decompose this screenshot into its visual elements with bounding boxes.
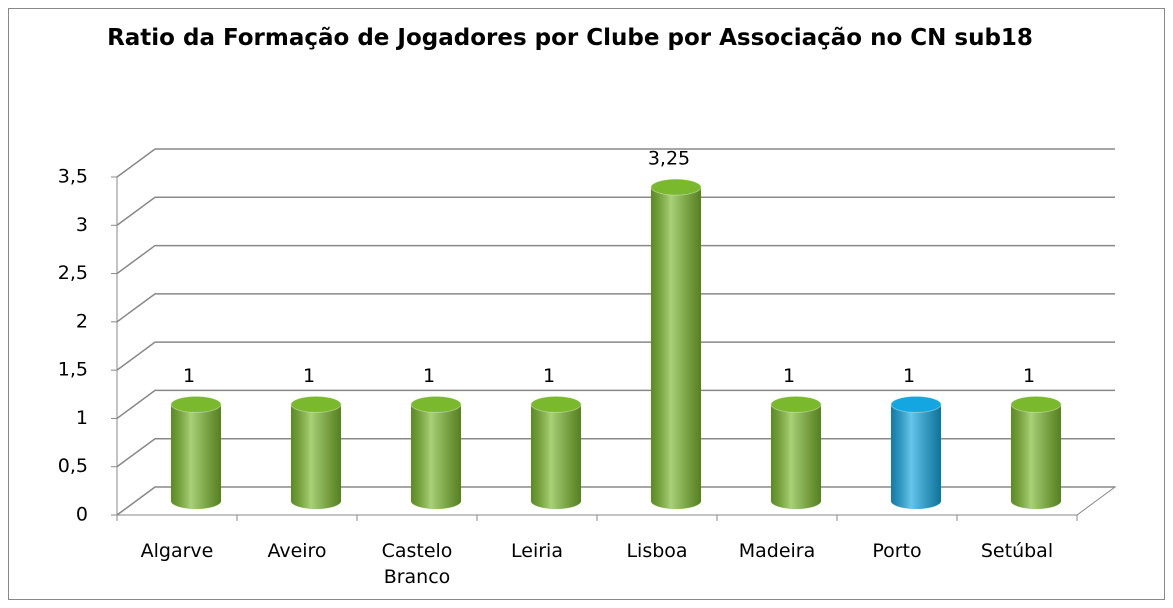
y-tick-label: 1 (76, 407, 88, 429)
x-tick-label: Madeira (738, 540, 816, 562)
bar-shade (171, 404, 221, 509)
bar-top (530, 395, 582, 413)
x-tick-label: Porto (872, 540, 922, 562)
grid-line (116, 148, 1115, 178)
floor (115, 486, 1117, 516)
bar-shade (291, 404, 341, 509)
value-label: 3,25 (648, 148, 690, 170)
grid-line (116, 486, 1115, 516)
bar-shade (771, 404, 821, 509)
value-label: 1 (183, 365, 195, 387)
y-tick-label: 1,5 (58, 359, 88, 381)
x-tick-label: Aveiro (267, 540, 327, 562)
y-tick-label: 2,5 (58, 262, 88, 284)
bar-shade (531, 404, 581, 509)
chart-border (8, 8, 1165, 600)
value-label: 1 (423, 365, 435, 387)
grid-line (116, 244, 1115, 275)
x-tick-label: Algarve (140, 540, 214, 562)
x-tick-label: Lisboa (626, 540, 688, 562)
bar-top (770, 395, 822, 413)
bar-top (650, 178, 702, 196)
value-label: 1 (783, 365, 795, 387)
bar-top (1010, 395, 1062, 413)
y-tick-label: 0,5 (58, 455, 88, 477)
bar-shade (891, 404, 941, 509)
bar-shade (1011, 404, 1061, 509)
value-label: 1 (543, 365, 555, 387)
value-label: 1 (303, 365, 315, 387)
grid-line (116, 196, 1115, 226)
y-tick-label: 2 (76, 310, 88, 332)
x-tick-label: Leiria (511, 540, 563, 562)
grid-line (116, 437, 1115, 468)
bar-top (410, 395, 462, 413)
chart-title: Ratio da Formação de Jogadores por Clube… (107, 25, 1033, 51)
value-label: 1 (1023, 365, 1035, 387)
grid-line (116, 293, 1115, 323)
grid-line (116, 341, 1115, 371)
value-label: 1 (903, 365, 915, 387)
bar-top (890, 395, 942, 413)
y-tick-label: 0 (76, 504, 88, 526)
grid-line (116, 389, 1115, 420)
bar-top (170, 395, 222, 413)
x-tick-label: Castelo Branco (381, 540, 453, 588)
bar-shade (411, 404, 461, 509)
bar-top (290, 395, 342, 413)
y-tick-label: 3 (76, 214, 88, 236)
y-tick-label: 3,5 (58, 166, 88, 188)
bar-shade (651, 187, 701, 509)
x-tick-label: Setúbal (980, 540, 1054, 562)
